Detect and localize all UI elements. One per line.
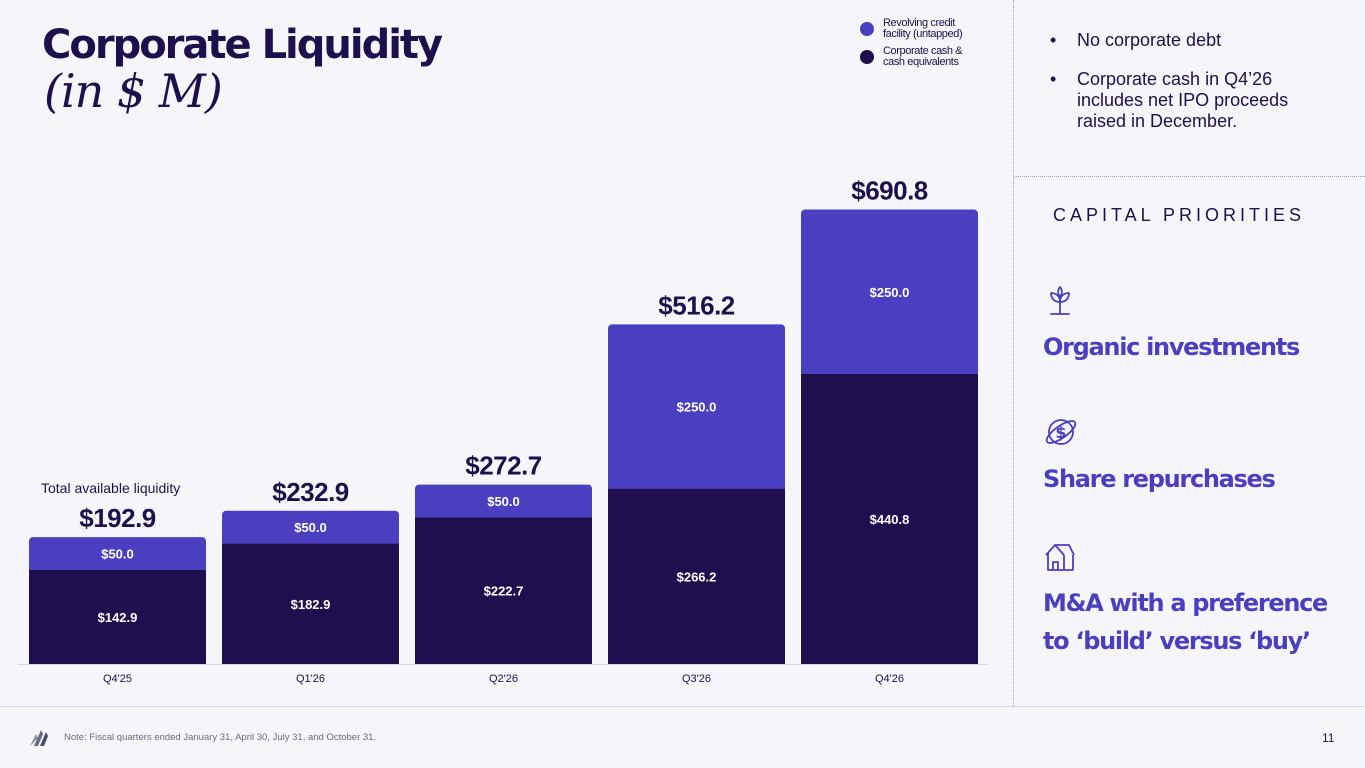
bar-value-label-revolving-credit: $50.0 — [101, 547, 134, 562]
bar-value-label-corporate-cash: $182.9 — [291, 597, 331, 612]
capital-priorities-heading: CAPITAL PRIORITIES — [1053, 205, 1306, 225]
bar-value-label-corporate-cash: $440.8 — [870, 512, 910, 527]
bullet-ipo-proceeds: Corporate cash in Q4’26 includes net IPO… — [1050, 69, 1330, 132]
x-tick-label: Q1'26 — [296, 673, 325, 685]
bar-segment-corporate-cash — [415, 517, 592, 664]
bar-total-label: $232.9 — [272, 477, 349, 507]
bar-value-label-corporate-cash: $222.7 — [484, 584, 524, 599]
bar-segment-corporate-cash — [608, 488, 785, 664]
legend-item-corporate-cash: Corporate cash & cash equivalents — [860, 46, 975, 68]
vertical-divider — [1013, 0, 1014, 706]
priority-label-m-and-a-line1: M&A with a preference — [1043, 589, 1328, 617]
bar-segment-corporate-cash — [29, 569, 206, 664]
priority-share-repurchases: $ Share repurchases — [1043, 414, 1276, 498]
legend-swatch-corporate-cash — [860, 50, 874, 64]
bar-total-label: $516.2 — [658, 290, 735, 320]
x-tick-label: Q2'26 — [489, 673, 518, 685]
x-tick-label: Q3'26 — [682, 673, 711, 685]
bar-segment-revolving-credit — [222, 510, 399, 550]
key-points-list: No corporate debt Corporate cash in Q4’2… — [1050, 30, 1330, 150]
bar-total-label: $192.9 — [79, 503, 156, 533]
house-icon — [1045, 544, 1075, 571]
priority-label-m-and-a-line2: to ‘build’ versus ‘buy’ — [1043, 627, 1311, 655]
legend-label-corporate-cash: Corporate cash & cash equivalents — [883, 45, 963, 68]
page-subtitle: (in $ M) — [44, 64, 223, 118]
stacked-bar-chart: $142.9 $50.0 $192.9 Q4'25 Total available li… — [18, 176, 988, 685]
priority-label-repurchases: Share repurchases — [1043, 465, 1276, 493]
legend-label-revolving-credit: Revolving credit facility (untapped) — [883, 17, 963, 40]
footer-divider — [0, 706, 1365, 707]
bar-total-label: $272.7 — [465, 451, 542, 481]
bar-value-label-corporate-cash: $266.2 — [677, 569, 717, 584]
bar-segment-revolving-credit — [415, 484, 592, 524]
legend-item-revolving-credit: Revolving credit facility (untapped) — [860, 18, 975, 40]
bar-value-label-corporate-cash: $142.9 — [98, 610, 138, 625]
bar-value-label-revolving-credit: $50.0 — [487, 494, 520, 509]
dollar-globe-icon: $ — [1045, 419, 1077, 445]
bar-segment-revolving-credit — [608, 324, 785, 495]
priority-organic-investments: Organic investments — [1043, 284, 1300, 366]
bar-value-label-revolving-credit: $50.0 — [294, 520, 327, 535]
footnote: Note: Fiscal quarters ended January 31, … — [64, 732, 377, 743]
x-tick-label: Q4'26 — [875, 673, 904, 685]
horizontal-divider — [1014, 176, 1365, 177]
bar-value-label-revolving-credit: $250.0 — [677, 400, 717, 415]
bar-segment-revolving-credit — [801, 209, 978, 380]
company-logo-icon — [30, 730, 48, 746]
priority-m-and-a: M&A with a preference to ‘build’ versus … — [1043, 540, 1328, 660]
page-number: 11 — [1322, 731, 1335, 745]
bullet-no-debt: No corporate debt — [1050, 30, 1330, 51]
svg-text:$: $ — [1055, 423, 1066, 442]
sprout-icon — [1050, 286, 1070, 315]
legend-swatch-revolving-credit — [860, 22, 874, 36]
bar-value-label-revolving-credit: $250.0 — [870, 285, 910, 300]
x-tick-label: Q4'25 — [103, 673, 132, 685]
priority-label-organic: Organic investments — [1043, 333, 1300, 361]
bar-segment-revolving-credit — [29, 537, 206, 576]
page-title: Corporate Liquidity — [42, 22, 443, 68]
bar-segment-corporate-cash — [801, 374, 978, 664]
bar-segment-corporate-cash — [222, 543, 399, 664]
chart-annotation: Total available liquidity — [41, 480, 180, 496]
bar-total-label: $690.8 — [851, 176, 928, 206]
chart-legend: Revolving credit facility (untapped) Cor… — [860, 18, 975, 74]
